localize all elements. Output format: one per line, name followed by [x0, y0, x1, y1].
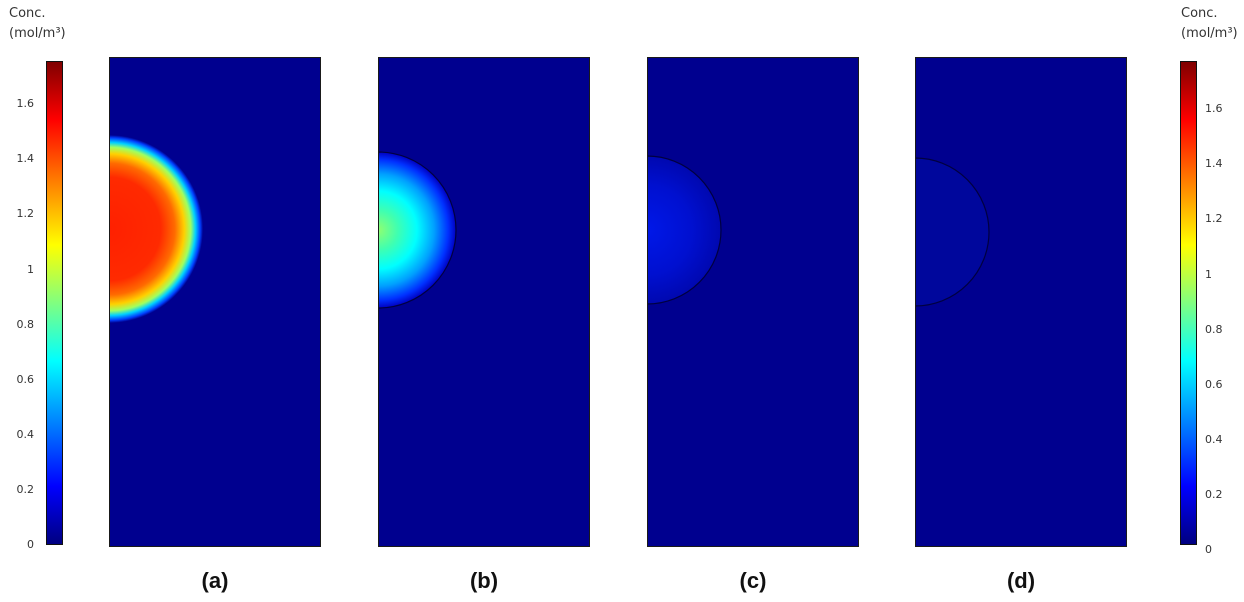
colorbar-right-tick: 0	[1205, 543, 1212, 556]
panel-d-caption: (d)	[1006, 568, 1036, 593]
panel-b-border	[378, 57, 590, 547]
colorbar-right-tick: 1.2	[1205, 212, 1223, 225]
panel-d	[915, 57, 1127, 547]
colorbar-right-title-line2: (mol/m³)	[1181, 26, 1238, 41]
colorbar-left-tick: 0.8	[16, 318, 35, 331]
panel-a	[109, 57, 321, 547]
colorbar-left	[46, 61, 63, 545]
colorbar-left-tick: 0	[27, 538, 34, 551]
colorbar-left-title: Conc. (mol/m³)	[9, 4, 66, 44]
panel-b	[378, 57, 590, 547]
colorbar-right-title: Conc. (mol/m³)	[1181, 4, 1238, 44]
colorbar-left-title-line2: (mol/m³)	[9, 26, 66, 41]
panel-c-plot	[647, 57, 859, 547]
panel-a-caption: (a)	[201, 568, 229, 593]
panel-d-border	[915, 57, 1127, 547]
colorbar-right-tick: 0.6	[1205, 378, 1223, 391]
panel-b-plot	[378, 57, 590, 547]
panel-b-caption: (b)	[469, 568, 499, 593]
panel-b-background	[378, 57, 590, 547]
colorbar-left-tick: 0.2	[16, 483, 35, 496]
panel-d-plot	[915, 57, 1127, 547]
colorbar-right-title-line1: Conc.	[1181, 6, 1218, 21]
colorbar-left-tick: 1.2	[16, 207, 35, 220]
colorbar-left-tick: 0.4	[16, 428, 35, 441]
colorbar-right	[1180, 61, 1197, 545]
panel-d-concentration-blob	[915, 157, 990, 307]
panel-a-concentration-blob	[109, 135, 203, 323]
colorbar-right-tick: 0.4	[1205, 433, 1223, 446]
panel-a-border	[109, 57, 321, 547]
colorbar-right-tick: 1.6	[1205, 102, 1223, 115]
panel-d-background	[915, 57, 1127, 547]
colorbar-left-tick: 1	[27, 263, 34, 276]
panel-c-concentration-blob	[647, 155, 722, 305]
colorbar-right-tick: 1.4	[1205, 157, 1223, 170]
panel-a-plot	[109, 57, 321, 547]
panel-c-border	[647, 57, 859, 547]
panel-b-concentration-blob	[378, 151, 457, 309]
colorbar-left-title-line1: Conc.	[9, 6, 46, 21]
colorbar-left-tick: 0.6	[16, 373, 35, 386]
colorbar-right-tick: 0.2	[1205, 488, 1223, 501]
panel-c-caption: (c)	[739, 568, 767, 593]
colorbar-right-tick: 0.8	[1205, 323, 1223, 336]
panel-c-background	[647, 57, 859, 547]
colorbar-left-tick: 1.4	[16, 152, 35, 165]
panel-c	[647, 57, 859, 547]
colorbar-right-tick: 1	[1205, 268, 1212, 281]
colorbar-left-tick: 1.6	[16, 97, 35, 110]
